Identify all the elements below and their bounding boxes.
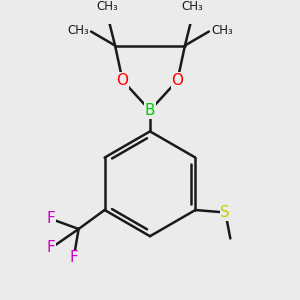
Text: O: O [116, 73, 128, 88]
Text: CH₃: CH₃ [67, 24, 89, 37]
Text: F: F [47, 212, 56, 226]
Text: B: B [145, 103, 155, 118]
Text: CH₃: CH₃ [182, 0, 203, 13]
Text: F: F [69, 250, 78, 266]
Text: CH₃: CH₃ [97, 0, 119, 13]
Text: F: F [47, 240, 56, 255]
Text: CH₃: CH₃ [211, 24, 233, 37]
Text: O: O [172, 73, 184, 88]
Text: S: S [220, 205, 230, 220]
